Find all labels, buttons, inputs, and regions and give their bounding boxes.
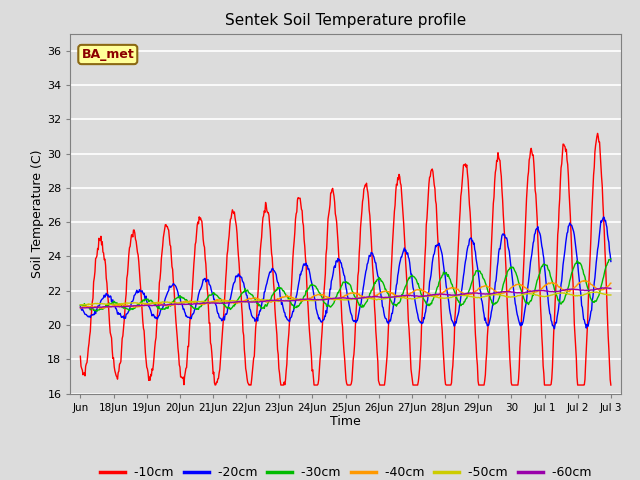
Line: -20cm: -20cm — [81, 217, 611, 329]
-50cm — [399, 294, 406, 300]
-20cm — [109, 297, 116, 303]
-60cm — [598, 285, 605, 290]
Title: Sentek Soil Temperature profile: Sentek Soil Temperature profile — [225, 13, 466, 28]
-50cm — [415, 295, 422, 300]
-60cm — [607, 286, 614, 291]
-50cm — [533, 292, 541, 298]
-60cm — [109, 304, 117, 310]
-20cm — [77, 303, 84, 309]
-50cm — [607, 292, 614, 298]
-20cm — [550, 326, 558, 332]
Text: BA_met: BA_met — [81, 48, 134, 61]
-10cm — [385, 309, 393, 315]
Y-axis label: Soil Temperature (C): Soil Temperature (C) — [31, 149, 44, 278]
-50cm — [77, 302, 84, 308]
-40cm — [534, 288, 541, 294]
Line: -60cm: -60cm — [81, 288, 611, 308]
-50cm — [593, 289, 600, 295]
-30cm — [534, 276, 541, 282]
-20cm — [600, 214, 607, 220]
-10cm — [109, 356, 116, 361]
-40cm — [109, 303, 117, 309]
Line: -10cm: -10cm — [81, 133, 611, 385]
-50cm — [479, 294, 486, 300]
Line: -40cm: -40cm — [81, 280, 611, 309]
-60cm — [479, 291, 487, 297]
-40cm — [77, 305, 84, 311]
-10cm — [534, 236, 541, 241]
-60cm — [385, 294, 393, 300]
-40cm — [580, 277, 588, 283]
-30cm — [607, 256, 614, 262]
-30cm — [93, 309, 100, 314]
-30cm — [385, 294, 393, 300]
-40cm — [399, 294, 407, 300]
-40cm — [479, 284, 487, 289]
Line: -30cm: -30cm — [81, 259, 611, 312]
-10cm — [211, 382, 219, 388]
-60cm — [77, 305, 84, 311]
-30cm — [109, 300, 117, 306]
-50cm — [385, 295, 392, 300]
-20cm — [607, 259, 614, 264]
-50cm — [109, 301, 116, 307]
-40cm — [607, 280, 614, 286]
-60cm — [415, 293, 423, 299]
-30cm — [399, 291, 407, 297]
-20cm — [399, 252, 406, 257]
-20cm — [479, 303, 486, 309]
X-axis label: Time: Time — [330, 415, 361, 429]
-10cm — [77, 353, 84, 359]
-40cm — [415, 287, 423, 293]
-60cm — [78, 305, 86, 311]
-60cm — [534, 288, 541, 293]
-20cm — [533, 226, 541, 232]
Line: -50cm: -50cm — [81, 292, 611, 305]
-30cm — [77, 302, 84, 308]
-60cm — [399, 293, 407, 299]
-20cm — [385, 321, 392, 326]
-30cm — [479, 276, 487, 281]
-10cm — [415, 373, 423, 379]
-30cm — [415, 284, 423, 290]
-10cm — [479, 382, 487, 388]
-40cm — [100, 306, 108, 312]
-10cm — [607, 382, 614, 388]
-40cm — [385, 289, 393, 295]
-10cm — [594, 131, 602, 136]
Legend:  -10cm,  -20cm,  -30cm,  -40cm,  -50cm,  -60cm: -10cm, -20cm, -30cm, -40cm, -50cm, -60cm — [95, 461, 596, 480]
-20cm — [415, 315, 422, 321]
-10cm — [399, 211, 407, 217]
